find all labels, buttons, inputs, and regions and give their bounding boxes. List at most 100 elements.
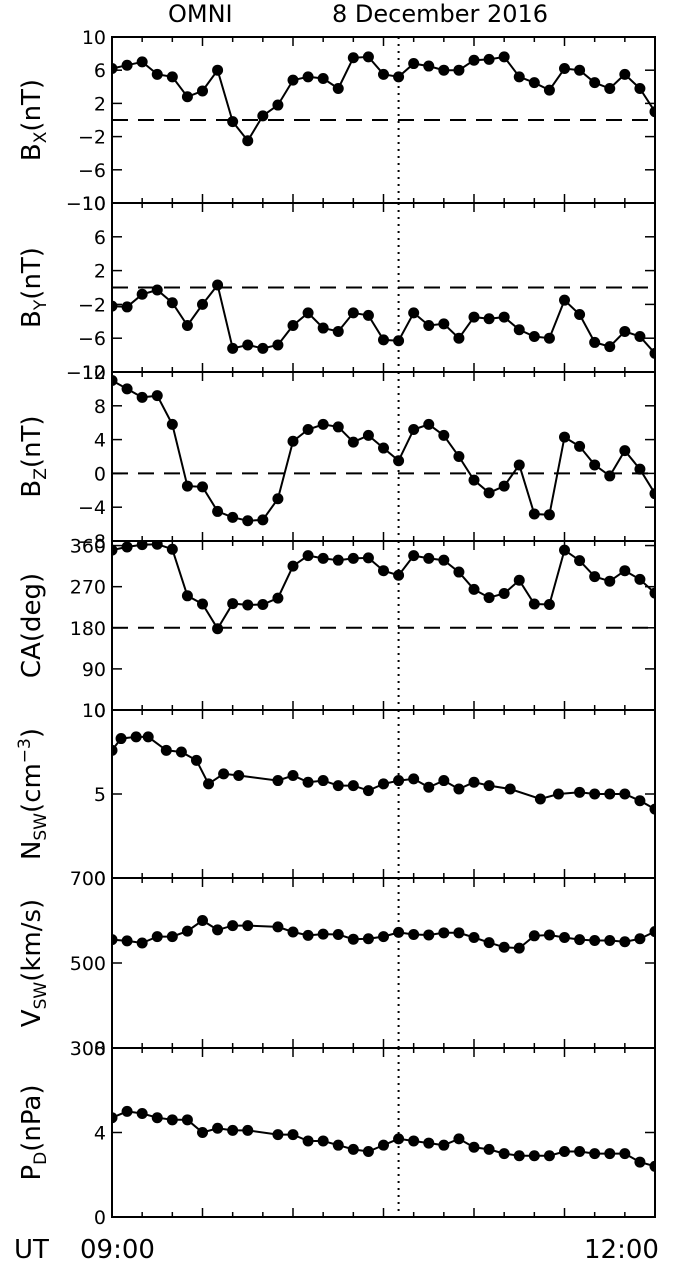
data-point [166, 71, 178, 83]
data-point [332, 421, 344, 433]
data-point [589, 77, 601, 89]
data-point [504, 783, 516, 795]
data-point [513, 574, 525, 586]
data-point [634, 463, 646, 475]
y-label-units: (cm [17, 763, 47, 813]
data-point [151, 541, 163, 550]
y-label-main: B [17, 480, 47, 498]
y-tick-label: 12 [82, 362, 106, 384]
data-point [423, 781, 435, 793]
y-label-subscript: SW [31, 813, 51, 841]
data-point [227, 116, 239, 128]
data-point [115, 733, 127, 745]
data-point [604, 1148, 616, 1160]
series-group [112, 1105, 655, 1172]
data-point [574, 934, 586, 946]
data-point [233, 770, 245, 782]
data-point [317, 928, 329, 940]
y-tick-label: 10 [82, 700, 106, 722]
data-point [574, 64, 586, 76]
data-point [468, 1141, 480, 1153]
y-tick-label: 180 [70, 618, 106, 640]
y-axis-label: NSW(cm−3) [15, 728, 51, 860]
data-point [468, 54, 480, 66]
data-point [166, 543, 178, 555]
data-point [362, 309, 374, 321]
data-point [378, 1139, 389, 1151]
data-point [619, 788, 631, 800]
data-point [272, 921, 284, 933]
data-point [287, 1129, 299, 1141]
series-line [112, 543, 655, 631]
data-point [378, 931, 389, 943]
data-point [513, 324, 525, 336]
data-point [197, 598, 208, 610]
data-point [534, 793, 546, 805]
data-point [423, 552, 435, 564]
data-point [649, 106, 655, 118]
series-group [112, 279, 655, 359]
data-point [112, 300, 118, 312]
data-point [604, 82, 616, 94]
data-point [513, 942, 525, 954]
y-label-units: (deg) [17, 573, 47, 642]
data-point [423, 929, 435, 941]
data-point [197, 298, 208, 310]
data-point [121, 935, 133, 947]
data-point [142, 731, 154, 743]
y-tick-label: 6 [94, 60, 106, 82]
data-point [332, 554, 344, 566]
x-start-label: 09:00 [80, 1235, 155, 1265]
data-point [197, 481, 208, 493]
data-point [423, 1137, 435, 1149]
data-point [619, 68, 631, 80]
data-point [559, 294, 570, 306]
data-point [528, 77, 540, 89]
data-point [151, 284, 163, 296]
data-point [181, 320, 193, 332]
y-tick-label: 270 [70, 577, 106, 599]
data-point [483, 53, 495, 65]
data-point [151, 68, 163, 80]
data-point [634, 331, 646, 343]
y-tick-label: −10 [66, 193, 106, 215]
y-label-main: B [17, 143, 47, 161]
data-point [453, 783, 465, 795]
data-point [287, 770, 299, 782]
panels: 1062−2−6−10BX(nT)1062−2−6−10BY(nT)12840−… [15, 27, 656, 1229]
data-point [166, 418, 178, 430]
data-point [332, 325, 344, 337]
data-point [438, 64, 450, 76]
data-point [136, 288, 148, 300]
data-point [408, 773, 420, 785]
y-tick-label: 8 [94, 1038, 106, 1060]
data-point [362, 552, 374, 564]
data-point [604, 575, 616, 587]
data-point [203, 778, 215, 790]
data-point [483, 592, 495, 604]
data-point [347, 780, 359, 792]
data-point [181, 91, 193, 103]
data-point [513, 459, 525, 471]
panel-2: 12 8 4 0 −4 −8 BZ(nT) [17, 362, 656, 553]
y-tick-label: −10 [66, 362, 106, 384]
data-point [543, 598, 555, 610]
title-omni: OMNI [168, 0, 233, 28]
data-point [257, 110, 269, 122]
data-point [302, 307, 314, 319]
data-point [136, 391, 148, 403]
data-point [438, 1139, 450, 1151]
data-point [227, 920, 239, 932]
y-tick-label: 4 [94, 1123, 106, 1145]
data-point [543, 509, 555, 521]
data-point [619, 325, 631, 337]
data-point [574, 1146, 586, 1158]
data-point [197, 1127, 208, 1138]
data-point [242, 920, 254, 932]
data-point [242, 515, 254, 527]
data-point [151, 390, 163, 402]
panel-frame [111, 1047, 656, 1218]
data-point [468, 583, 480, 595]
data-point [197, 85, 208, 97]
panel-frame [111, 371, 656, 542]
